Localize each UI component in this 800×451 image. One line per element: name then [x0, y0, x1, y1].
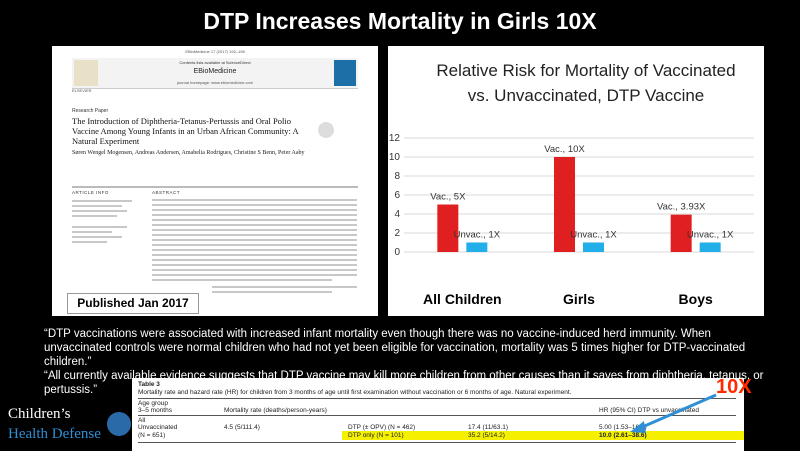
table-caption: Mortality rate and hazard rate (HR) for … — [138, 389, 572, 396]
y-tick-label: 4 — [394, 209, 400, 220]
divider — [72, 186, 358, 188]
paper-citation: EBioMedicine 17 (2017) 192–198 — [185, 49, 245, 54]
crossmark-icon — [318, 122, 334, 138]
dtp-only-rate: 35.2 (5/14.2) — [468, 432, 505, 439]
dtp-opv-rate: 17.4 (11/63.1) — [468, 424, 508, 431]
y-tick-label: 8 — [394, 171, 400, 182]
row-all: All — [138, 417, 146, 424]
dtp-only-highlight — [342, 431, 744, 440]
bar-vaccinated — [554, 157, 575, 252]
y-tick-label: 6 — [394, 190, 400, 201]
data-label: Unvac., 1X — [454, 230, 501, 241]
unvaccinated-rate: 4.5 (5/111.4) — [224, 424, 260, 431]
dtp-only-label: DTP only (N = 101) — [348, 432, 404, 439]
paper-authors: Søren Wengel Mogensen, Andreas Andersen,… — [72, 150, 305, 156]
table-rule-top — [138, 398, 736, 399]
y-tick-label: 0 — [394, 247, 400, 258]
col-age-range: 3–5 months — [138, 407, 172, 414]
table-rule-bottom — [138, 442, 736, 443]
childrens-health-defense-logo: Children’s Health Defense — [2, 404, 132, 449]
bar-unvaccinated — [699, 242, 721, 252]
x-tick-label: All Children — [423, 291, 502, 307]
bar-vaccinated — [670, 214, 692, 252]
paper-type: Research Paper — [72, 108, 109, 114]
table-label: Table 3 — [138, 381, 160, 388]
logo-line-2: Health Defense — [8, 426, 101, 442]
data-label: Unvac., 1X — [687, 230, 734, 241]
abstract-heading: ABSTRACT — [152, 190, 181, 195]
dtp-opv-label: DTP (± OPV) (N = 462) — [348, 424, 416, 431]
contents-line: Contents lists available at ScienceDirec… — [179, 60, 251, 65]
data-label: Vac., 5X — [430, 192, 466, 203]
ten-x-callout: 10X — [716, 376, 752, 398]
bar-unvaccinated — [466, 242, 488, 252]
paper-screenshot: EBioMedicine 17 (2017) 192–198 Contents … — [52, 46, 378, 316]
col-hazard-ratio: HR (95% CI) DTP vs unvaccinated — [599, 407, 699, 414]
quote-1: “DTP vaccinations were associated with i… — [44, 328, 746, 368]
paper-title: The Introduction of Diphtheria-Tetanus-P… — [72, 116, 299, 146]
globe-icon — [107, 412, 131, 436]
dtp-only-hr: 10.0 (2.61–38.6) — [599, 432, 647, 439]
y-tick-label: 2 — [394, 228, 400, 239]
journal-cover-icon — [334, 60, 356, 86]
x-tick-label: Girls — [563, 291, 595, 307]
data-label: Unvac., 1X — [570, 230, 617, 241]
published-date-label: Published Jan 2017 — [67, 293, 199, 314]
dtp-opv-hr: 5.00 (1.53–16.3) — [599, 424, 647, 431]
data-label: Vac., 3.93X — [657, 202, 706, 213]
publisher-logo: ELSEVIER — [72, 88, 92, 93]
col-age-group: Age group — [138, 400, 168, 407]
table-rule-mid — [138, 415, 736, 416]
y-tick-label: 10 — [389, 152, 401, 163]
row-unvaccinated: Unvaccinated — [138, 424, 178, 431]
data-label: Vac., 10X — [544, 144, 585, 155]
table-excerpt: Table 3 Mortality rate and hazard rate (… — [132, 378, 744, 451]
journal-homepage: journal homepage: www.ebiomedicine.com — [176, 80, 254, 85]
col-mortality-rate: Mortality rate (deaths/person-years) — [224, 407, 327, 414]
journal-name: EBioMedicine — [193, 68, 237, 75]
paper-body-text — [72, 199, 357, 293]
bar-vaccinated — [437, 204, 459, 252]
logo-line-1: Children’s — [8, 406, 71, 422]
relative-risk-chart: 0 2 4 6 8 10 12 Vac., 5X Unvac., 1X All Children V… — [388, 46, 764, 316]
chart-plot: 0 2 4 6 8 10 12 Vac., 5X Unvac., 1X All Children V… — [389, 133, 754, 307]
chart-title: Relative Risk for Mortality of Vaccinate… — [436, 61, 736, 105]
elsevier-logo-icon — [74, 60, 98, 86]
y-tick-label: 12 — [389, 133, 401, 144]
slide-title: DTP Increases Mortality in Girls 10X — [203, 8, 597, 34]
row-unvaccinated-n: (N = 651) — [138, 432, 166, 439]
bar-unvaccinated — [583, 242, 604, 252]
journal-header — [72, 58, 358, 89]
article-info-heading: ARTICLE INFO — [72, 190, 109, 195]
x-tick-label: Boys — [679, 291, 713, 307]
